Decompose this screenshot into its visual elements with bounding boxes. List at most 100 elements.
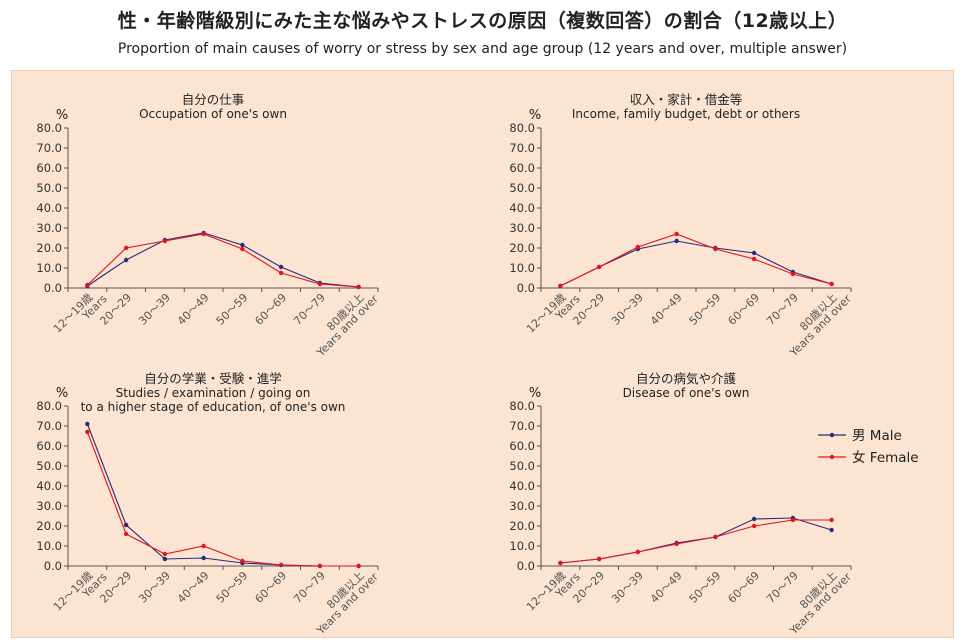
- y-tick-label: 60.0: [36, 161, 62, 175]
- legend-label: 男 Male: [852, 428, 902, 444]
- x-tick-label: 40～49: [648, 291, 685, 328]
- y-tick-label: 10.0: [36, 539, 62, 553]
- y-tick-label: 80.0: [36, 399, 62, 413]
- data-point-female: [558, 283, 563, 289]
- data-point-female: [162, 238, 168, 244]
- data-point-female: [635, 549, 641, 555]
- page-subtitle: Proportion of main causes of worry or st…: [117, 41, 848, 57]
- data-point-female: [85, 282, 90, 288]
- x-tick-label: 50～59: [214, 569, 251, 606]
- x-tick-label: 60～69: [725, 569, 762, 606]
- y-tick-label: 30.0: [509, 221, 535, 235]
- data-point-female: [123, 531, 129, 537]
- chart-title-en: to a higher stage of education, of one's…: [81, 400, 346, 414]
- chart-title-jp: 自分の学業・受験・進学: [144, 371, 282, 386]
- y-tick-label: 10.0: [36, 261, 62, 275]
- y-tick-label: 80.0: [509, 399, 535, 413]
- x-tick-label: 60～69: [252, 569, 289, 606]
- y-tick-label: 80.0: [509, 121, 535, 135]
- x-tick-label: 30～39: [609, 569, 646, 606]
- x-tick-label: 70～79: [764, 569, 801, 606]
- y-tick-label: 0.0: [44, 281, 62, 295]
- y-tick-label: 0.0: [517, 281, 535, 295]
- data-point-female: [829, 517, 834, 523]
- x-tick-label: 50～59: [687, 569, 724, 606]
- series-line-female: [86, 431, 359, 567]
- data-point-female: [635, 244, 641, 250]
- y-tick-label: 0.0: [44, 559, 62, 573]
- y-tick-label: 40.0: [36, 479, 62, 493]
- data-point-male: [123, 257, 129, 263]
- data-point-male: [829, 527, 834, 533]
- data-point-male: [123, 522, 129, 528]
- legend-swatch-point: [829, 454, 835, 460]
- y-tick-label: 50.0: [36, 459, 62, 473]
- legend: 男 Male 女 Female: [818, 428, 919, 466]
- x-tick-label: 50～59: [687, 291, 724, 328]
- x-tick-label: 40～49: [175, 569, 212, 606]
- y-tick-label: 20.0: [509, 241, 535, 255]
- series-line-male: [86, 423, 359, 567]
- x-tick-label: 40～49: [648, 569, 685, 606]
- data-point-female: [674, 541, 679, 547]
- x-tick-label: 50～59: [214, 291, 251, 328]
- y-tick-label: 60.0: [36, 439, 62, 453]
- series-line-female: [560, 233, 832, 287]
- y-axis-unit: %: [56, 108, 68, 123]
- y-tick-label: 50.0: [509, 181, 535, 195]
- data-point-female: [596, 264, 602, 270]
- data-point-male: [278, 264, 284, 270]
- data-point-female: [201, 231, 206, 237]
- data-point-male: [85, 421, 90, 427]
- data-point-female: [356, 284, 361, 290]
- data-point-male: [674, 238, 679, 244]
- y-tick-label: 50.0: [509, 459, 535, 473]
- data-point-female: [278, 270, 284, 276]
- data-point-female: [356, 563, 361, 569]
- chart-title-jp: 自分の病気や介護: [636, 371, 737, 386]
- chart-title-jp: 自分の仕事: [182, 92, 245, 107]
- y-tick-label: 70.0: [509, 419, 535, 433]
- y-tick-label: 70.0: [36, 419, 62, 433]
- data-point-female: [674, 231, 679, 237]
- y-tick-label: 10.0: [509, 539, 535, 553]
- y-axis-unit: %: [529, 386, 541, 401]
- chart-title-en: Disease of one's own: [623, 386, 750, 400]
- data-point-male: [162, 556, 168, 562]
- data-point-female: [713, 246, 718, 252]
- x-tick-label: 70～79: [291, 569, 328, 606]
- page-title: 性・年齢階級別にみた主な悩みやストレスの原因（複数回答）の割合（12歳以上）: [117, 10, 848, 32]
- x-tick-label: 30～39: [136, 291, 173, 328]
- y-tick-label: 40.0: [509, 201, 535, 215]
- y-tick-label: 60.0: [509, 161, 535, 175]
- y-tick-label: 10.0: [509, 261, 535, 275]
- data-point-male: [751, 516, 757, 522]
- y-tick-label: 40.0: [36, 201, 62, 215]
- legend-item-female: 女 Female: [818, 449, 919, 466]
- x-tick-label: 40～49: [175, 291, 212, 328]
- y-tick-label: 20.0: [36, 519, 62, 533]
- x-tick-label: 70～79: [291, 291, 328, 328]
- series-line-male: [87, 232, 359, 288]
- chart-title-en: Studies / examination / going on: [116, 386, 311, 400]
- y-tick-label: 20.0: [36, 241, 62, 255]
- y-tick-label: 70.0: [36, 141, 62, 155]
- data-point-female: [317, 563, 323, 569]
- data-point-female: [596, 556, 602, 562]
- series-line-female: [560, 519, 832, 564]
- x-tick-label: 60～69: [725, 291, 762, 328]
- chart-title-en: Income, family budget, debt or others: [572, 107, 800, 121]
- y-tick-label: 80.0: [36, 121, 62, 135]
- data-point-female: [201, 543, 206, 549]
- y-tick-label: 30.0: [509, 499, 535, 513]
- y-tick-label: 30.0: [36, 221, 62, 235]
- y-axis-unit: %: [529, 108, 541, 123]
- data-point-female: [317, 281, 323, 287]
- data-point-male: [751, 250, 757, 256]
- data-point-female: [123, 245, 129, 251]
- data-point-female: [790, 271, 796, 277]
